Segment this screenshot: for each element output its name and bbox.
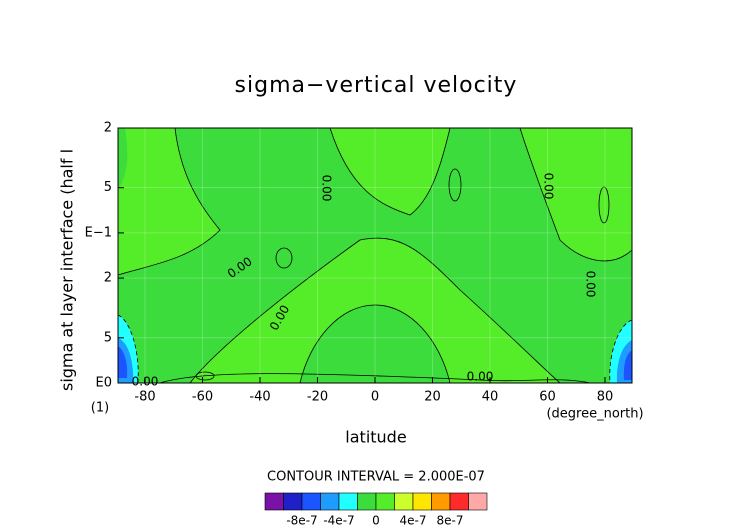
contour-label: 0.00 [467,370,494,384]
x-tick-label: 80 [597,390,614,405]
contour-line [519,127,633,262]
colorbar-tick-label: 4e-7 [400,514,427,528]
contour-region [300,305,450,383]
colorbar-cell [412,492,432,511]
x-tick-label: -20 [307,390,328,405]
colorbar-cell [431,492,451,511]
contour-line [117,127,221,276]
y-tick-label: E−1 [85,225,112,240]
colorbar-cell [320,492,340,511]
y-axis-label: sigma at layer interface (half l [58,149,77,391]
contour-region [118,346,128,378]
contour-interval: CONTOUR INTERVAL = 2.000E-07 [267,470,485,485]
colorbar-cell [468,492,488,511]
contour-line [159,373,591,384]
colorbar-cell [449,492,469,511]
contour-label: 0.00 [584,271,598,298]
contour-line [299,304,451,384]
y-tick-label: 5 [104,180,112,195]
contour-line [195,371,215,381]
y-tick-label: 2 [104,121,112,136]
plot-area [117,127,633,384]
x-tick-label: -80 [134,390,155,405]
colorbar-cell [283,492,303,511]
contour-line [329,127,451,216]
contour-label: 0.00 [542,173,556,200]
colorbar-cell [357,492,377,511]
x-tick-label: 20 [424,390,441,405]
y-tick-label: E0 [96,376,113,391]
x-tick-label: 40 [482,390,499,405]
contour-label: 0.00 [132,375,159,389]
contour-region [623,350,632,380]
colorbar-cell [301,492,321,511]
x-tick-label: -40 [249,390,270,405]
colorbar-cell [264,492,284,511]
x-tick-label: 60 [539,390,556,405]
y-tick-label: 5 [104,330,112,345]
chart-title: sigma−vertical velocity [235,73,518,98]
contour-line [609,319,633,384]
colorbar-tick-label: 8e-7 [437,514,464,528]
contour-line [117,314,139,384]
y-unit-label: (1) [91,401,109,416]
colorbar-cell [338,492,358,511]
x-unit-label: (degree_north) [546,407,643,422]
colorbar-tick-label: 0 [372,514,380,528]
contour-line [448,168,462,202]
colorbar-tick-label: -8e-7 [286,514,317,528]
contour-region [520,128,632,261]
colorbar-tick-label: -4e-7 [323,514,354,528]
y-tick-label: 2 [104,271,112,286]
colorbar-cell [375,492,395,511]
contour-line [275,247,293,269]
x-tick-label: 0 [371,390,379,405]
contour-region [118,128,220,275]
contour-region [330,128,450,215]
x-tick-label: -60 [192,390,213,405]
contour-line [598,186,610,224]
contour-line [189,237,561,384]
x-axis-label: latitude [345,428,406,447]
colorbar-cell [394,492,414,511]
contour-label: 0.00 [320,175,334,202]
